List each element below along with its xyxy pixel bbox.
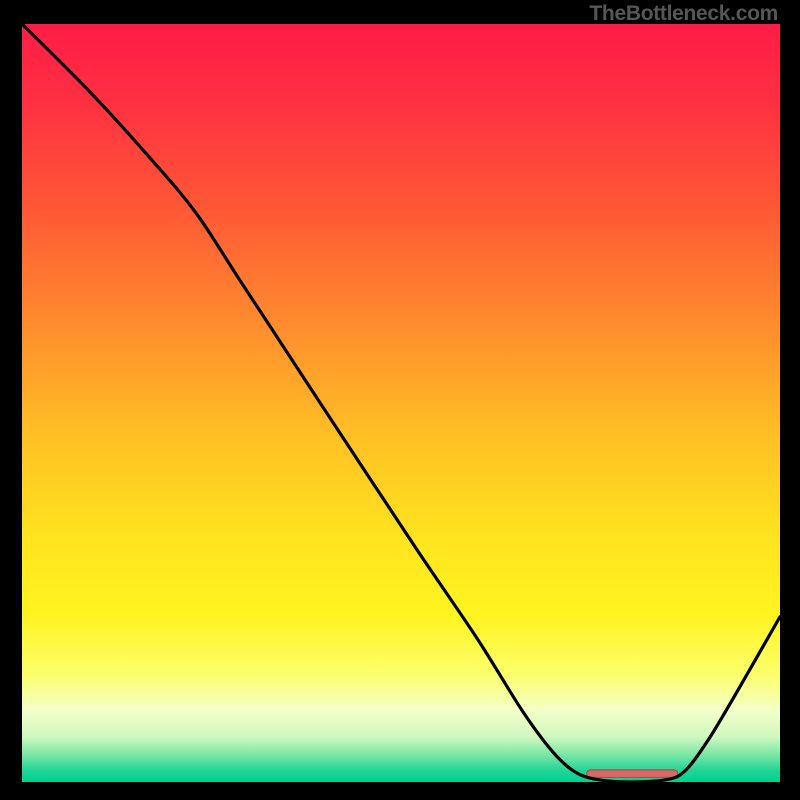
chart-frame: TheBottleneck.com xyxy=(0,0,800,800)
bottleneck-chart xyxy=(0,0,800,800)
optimal-range-marker xyxy=(587,770,678,778)
plot-background xyxy=(22,24,780,782)
